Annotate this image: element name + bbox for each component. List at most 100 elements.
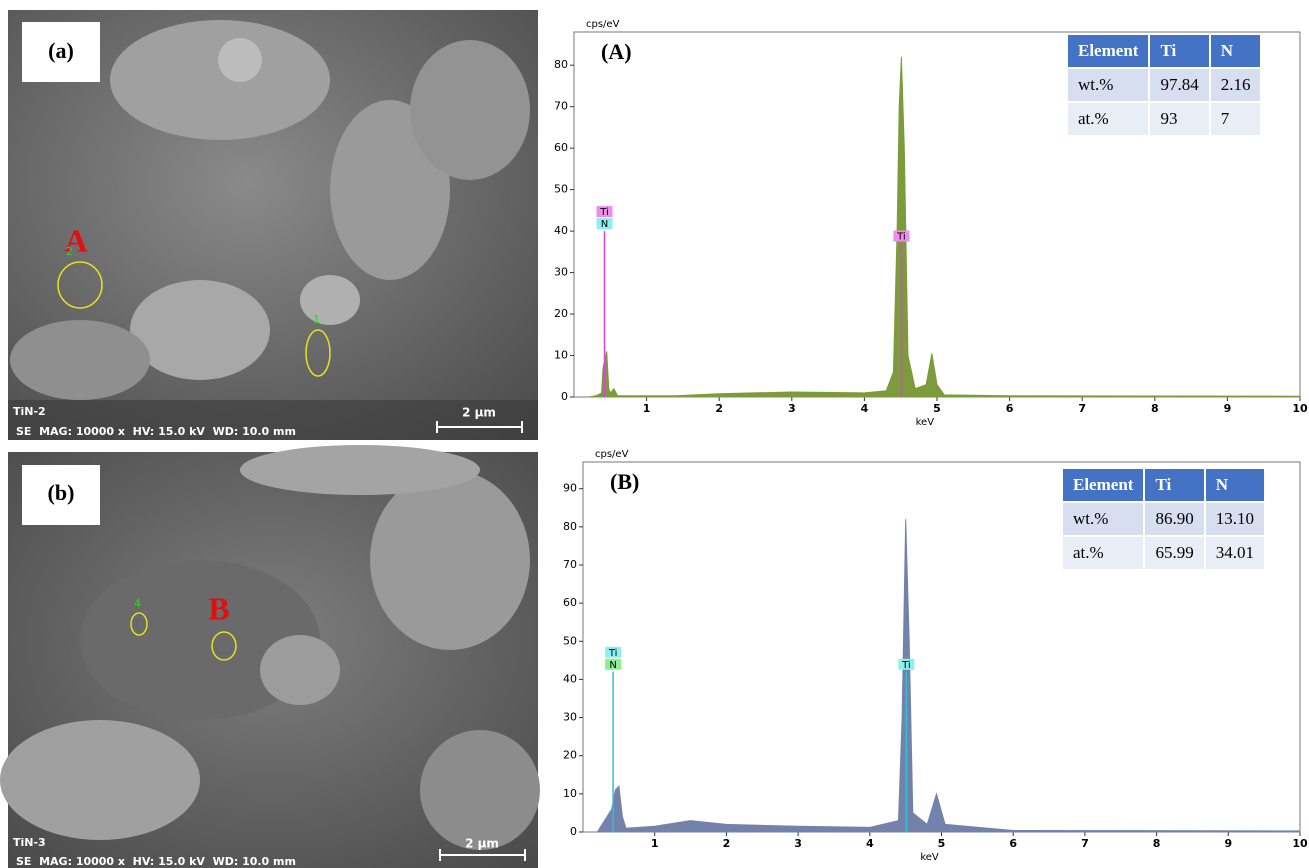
spot-label: 2 <box>66 245 73 258</box>
y-tick-label: 40 <box>563 672 577 685</box>
table-row: wt.% 97.84 2.16 <box>1065 67 1263 103</box>
y-axis-label: cps/eV <box>595 449 629 460</box>
table-cell: 13.10 <box>1203 501 1266 537</box>
y-tick-label: 10 <box>554 349 568 362</box>
y-tick-label: 90 <box>563 482 577 495</box>
sem-info: SE MAG: 10000 x HV: 15.0 kV WD: 10.0 mm <box>16 855 296 868</box>
y-tick-label: 30 <box>554 266 568 279</box>
y-axis-label: cps/eV <box>586 19 620 30</box>
x-tick-label: 8 <box>1151 402 1159 415</box>
table-cell: 34.01 <box>1203 535 1266 571</box>
y-tick-label: 40 <box>554 224 568 237</box>
x-tick-label: 1 <box>643 402 651 415</box>
x-tick-label: 6 <box>1006 402 1014 415</box>
region-label: B <box>208 590 229 626</box>
panel-label: (b) <box>48 480 75 505</box>
table-cell: 65.99 <box>1143 535 1206 571</box>
x-tick-label: 4 <box>866 837 874 850</box>
panel-label: (a) <box>48 38 74 63</box>
spot-label: 1 <box>313 313 320 326</box>
scale-label: 2 μm <box>465 837 499 851</box>
table-cell: wt.% <box>1060 501 1146 537</box>
peak-label: N <box>609 660 616 671</box>
panel-label: (B) <box>610 469 639 494</box>
table-cell: Element <box>1065 33 1151 69</box>
table-cell: Ti <box>1143 467 1206 503</box>
table-cell: N <box>1208 33 1263 69</box>
y-tick-label: 80 <box>554 58 568 71</box>
y-tick-label: 10 <box>563 787 577 800</box>
y-tick-label: 50 <box>563 634 577 647</box>
table-row: at.% 93 7 <box>1065 101 1263 137</box>
table-cell: Element <box>1060 467 1146 503</box>
panel-label: (A) <box>601 39 632 64</box>
y-tick-label: 0 <box>561 390 568 403</box>
peak-tag <box>596 218 613 230</box>
x-tick-label: 2 <box>715 402 723 415</box>
x-tick-label: 5 <box>938 837 946 850</box>
sem-info: SE MAG: 10000 x HV: 15.0 kV WD: 10.0 mm <box>16 425 296 438</box>
y-tick-label: 60 <box>563 596 577 609</box>
y-tick-label: 80 <box>563 520 577 533</box>
x-tick-label: 9 <box>1224 402 1232 415</box>
x-tick-label: 9 <box>1224 837 1232 850</box>
scale-label: 2 μm <box>462 406 496 420</box>
table-cell: 93 <box>1148 101 1211 137</box>
x-axis-label: keV <box>920 852 939 863</box>
x-tick-label: 1 <box>651 837 659 850</box>
peak-tag <box>893 230 910 242</box>
table-row: Element Ti N <box>1060 467 1266 503</box>
x-tick-label: 4 <box>861 402 869 415</box>
table-cell: Ti <box>1148 33 1211 69</box>
x-tick-label: 8 <box>1153 837 1161 850</box>
spectrum <box>588 56 1301 398</box>
y-tick-label: 70 <box>563 558 577 571</box>
y-tick-label: 20 <box>563 749 577 762</box>
y-tick-label: 30 <box>563 711 577 724</box>
table-cell: 7 <box>1208 101 1263 137</box>
table-cell: 2.16 <box>1208 67 1263 103</box>
peak-label: Ti <box>608 648 618 659</box>
y-tick-label: 50 <box>554 183 568 196</box>
x-tick-label: 6 <box>1009 837 1017 850</box>
x-tick-label: 7 <box>1081 837 1089 850</box>
peak-label: N <box>601 219 608 230</box>
y-tick-label: 20 <box>554 307 568 320</box>
peak-tag <box>605 658 622 670</box>
table-cell: at.% <box>1060 535 1146 571</box>
sample-label: TiN-2 <box>13 405 46 418</box>
sem-image-b <box>0 445 540 868</box>
y-tick-label: 60 <box>554 141 568 154</box>
x-tick-label: 10 <box>1292 837 1308 850</box>
x-tick-label: 2 <box>723 837 731 850</box>
table-row: at.% 65.99 34.01 <box>1060 535 1266 571</box>
table-cell: N <box>1203 467 1266 503</box>
table-cell: 86.90 <box>1143 501 1206 537</box>
table-cell: at.% <box>1065 101 1151 137</box>
y-tick-label: 0 <box>570 825 577 838</box>
table-cell: 97.84 <box>1148 67 1211 103</box>
x-tick-label: 3 <box>794 837 802 850</box>
region-label: A <box>64 222 87 258</box>
x-tick-label: 3 <box>788 402 796 415</box>
x-tick-label: 10 <box>1292 402 1308 415</box>
peak-label: Ti <box>896 232 906 243</box>
peak-tag <box>605 646 622 658</box>
peak-label: Ti <box>599 207 609 218</box>
table-row: wt.% 86.90 13.10 <box>1060 501 1266 537</box>
x-tick-label: 5 <box>933 402 941 415</box>
sem-image-a <box>8 10 538 440</box>
peak-label: Ti <box>901 660 911 671</box>
x-axis-label: keV <box>916 417 935 428</box>
peak-tag <box>898 658 915 670</box>
x-tick-label: 7 <box>1078 402 1086 415</box>
spectrum <box>596 519 1301 833</box>
y-tick-label: 70 <box>554 100 568 113</box>
peak-tag <box>596 206 613 218</box>
sample-label: TiN-3 <box>13 836 46 849</box>
spot-label: 4 <box>134 597 141 610</box>
